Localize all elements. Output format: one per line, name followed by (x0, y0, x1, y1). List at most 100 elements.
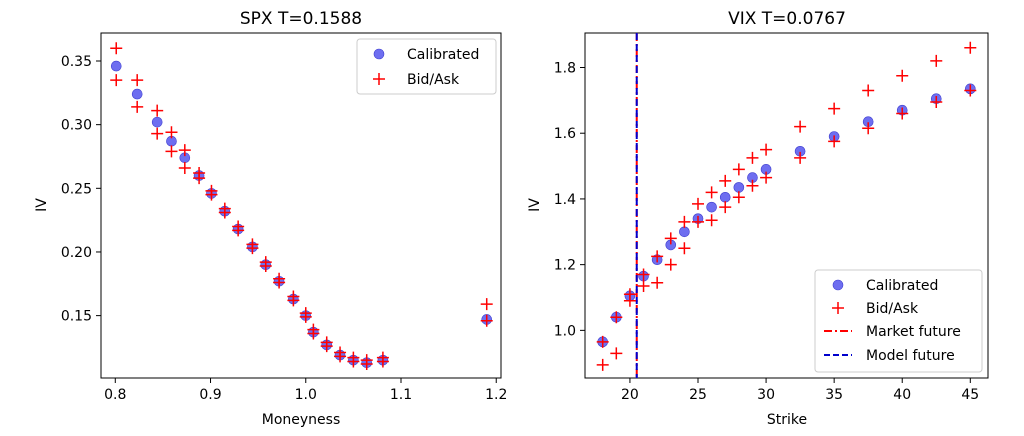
vix-x-tick-label: 25 (689, 387, 707, 403)
vix-legend: Calibrated Bid/Ask Market future Model f… (814, 269, 983, 373)
vix-x-tick-label: 40 (893, 387, 911, 403)
spx-bidask-point (287, 294, 300, 307)
vix-bidask-point (964, 84, 977, 97)
spx-chart-title: SPX T=0.1588 (240, 9, 362, 29)
spx-bidask-point (232, 224, 245, 237)
vix-bidask-point (828, 102, 841, 115)
spx-calibrated-point (151, 116, 163, 128)
spx-bidask-point (151, 104, 164, 117)
spx-x-tick-label: 0.8 (104, 387, 126, 403)
vix-y-axis-label: IV (527, 198, 543, 212)
spx-bidask-point (131, 100, 144, 113)
vix-bidask-point (746, 151, 759, 164)
spx-y-tick-label: 0.30 (61, 118, 92, 134)
vix-x-tick-label: 35 (825, 387, 843, 403)
vix-bidask-point (664, 232, 677, 245)
spx-bidask-point (246, 242, 259, 255)
vix-panel: VIX T=0.0767 Strike IV 20 25 30 35 40 45 1.0 1.… (527, 9, 989, 428)
vix-bidask-point (596, 358, 609, 371)
vix-chart-title: VIX T=0.0767 (728, 9, 846, 29)
vix-bidask-point (678, 215, 691, 228)
spx-panel: SPX T=0.1588 Moneyness IV 0.8 0.9 1.0 1.1 1.… (34, 9, 507, 428)
spx-bidask-point (480, 314, 493, 327)
vix-bidask-point (746, 179, 759, 192)
vix-bidask-point (719, 201, 732, 214)
vix-bidask-point (664, 258, 677, 271)
vix-legend-calibrated-swatch (832, 279, 844, 291)
vix-y-tick-label: 1.2 (554, 258, 576, 274)
vix-bidask-point (705, 186, 718, 199)
spx-bidask-point (193, 172, 206, 185)
spx-marks (110, 42, 493, 370)
vix-bidask-point (719, 174, 732, 187)
vix-bidask-point (610, 311, 623, 324)
vix-legend-bidask-label: Bid/Ask (866, 301, 919, 317)
spx-legend-bidask-label: Bid/Ask (407, 72, 460, 88)
vix-bidask-point (651, 250, 664, 263)
spx-bidask-point (480, 298, 493, 311)
vix-y-tick-label: 1.6 (554, 126, 576, 142)
spx-bidask-point (334, 350, 347, 363)
spx-bidask-point (299, 310, 312, 323)
vix-bidask-point (732, 163, 745, 176)
spx-bidask-point (320, 340, 333, 353)
vix-bidask-point (930, 54, 943, 67)
spx-y-tick-label: 0.35 (61, 54, 92, 70)
spx-bidask-point (307, 327, 320, 340)
vix-bidask-point (678, 242, 691, 255)
vix-legend-market-future-label: Market future (866, 324, 961, 340)
spx-calibrated-point (110, 60, 122, 72)
spx-legend-calibrated-swatch (373, 48, 385, 60)
spx-x-tick-label: 1.0 (295, 387, 317, 403)
spx-x-tick-label: 1.1 (390, 387, 412, 403)
spx-bidask-point (165, 126, 178, 139)
spx-y-axis-label: IV (34, 198, 50, 212)
vix-bidask-point (896, 69, 909, 82)
vix-bidask-point (794, 151, 807, 164)
spx-calibrated-point (131, 88, 143, 100)
vix-bidask-point (692, 197, 705, 210)
spx-x-tick-label: 1.2 (485, 387, 507, 403)
spx-bidask-point (347, 355, 360, 368)
spx-bidask-point (110, 74, 123, 87)
vix-bidask-point (705, 214, 718, 227)
spx-x-axis-label: Moneyness (262, 412, 341, 428)
vix-x-tick-label: 30 (757, 387, 775, 403)
vix-bidask-point (610, 347, 623, 360)
vix-bidask-point (637, 268, 650, 281)
vix-y-tick-label: 1.4 (554, 192, 576, 208)
spx-bidask-point (178, 161, 191, 174)
vix-bidask-point (862, 84, 875, 97)
spx-plot-frame (100, 32, 502, 379)
vix-calibrated-point (679, 226, 690, 238)
vix-bidask-point (964, 41, 977, 54)
vix-bidask-point (930, 96, 943, 108)
spx-bidask-point (110, 42, 123, 55)
vix-bidask-point (862, 122, 875, 135)
vix-legend-bidask-swatch (832, 302, 844, 314)
vix-calibrated-point (733, 182, 745, 193)
spx-x-tick-label: 0.9 (199, 387, 221, 403)
vix-calibrated-point (706, 201, 717, 213)
spx-bidask-point (165, 145, 178, 158)
vix-legend-calibrated-label: Calibrated (866, 278, 938, 294)
vix-x-tick-label: 20 (621, 387, 639, 403)
spx-legend-calibrated-label: Calibrated (407, 47, 479, 63)
vix-legend-frame (814, 269, 983, 373)
vix-bidask-point (623, 288, 636, 301)
vix-bidask-point (828, 135, 841, 148)
vix-bidask-point (651, 276, 664, 289)
spx-bidask-point (178, 144, 191, 157)
spx-legend-bidask-swatch (373, 73, 385, 85)
vix-bidask-point (596, 335, 609, 348)
vix-legend-model-future-label: Model future (866, 348, 955, 364)
spx-y-tick-label: 0.25 (61, 181, 92, 197)
vix-bidask-point (760, 143, 773, 156)
vix-calibrated-point (719, 191, 731, 203)
vix-y-tick-label: 1.8 (554, 61, 576, 77)
vix-bidask-point (692, 215, 705, 228)
vix-bidask-point (637, 280, 650, 292)
spx-y-tick-label: 0.20 (61, 245, 92, 261)
spx-bidask-point (218, 206, 231, 219)
